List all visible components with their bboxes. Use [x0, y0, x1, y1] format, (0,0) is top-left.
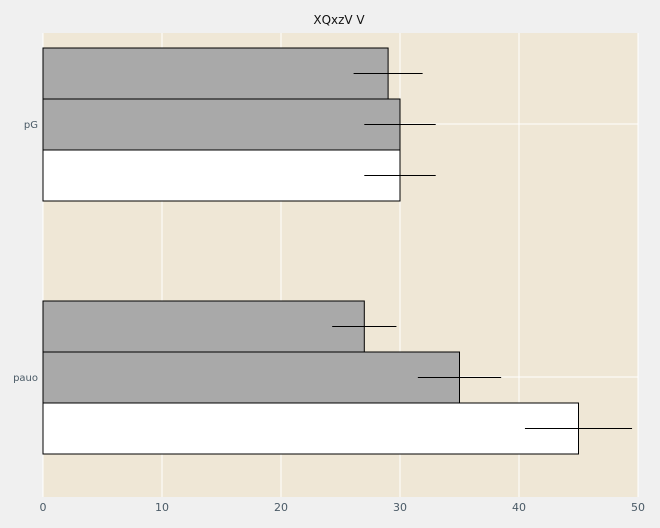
bar [42, 47, 389, 100]
y-tick-label: pauo [13, 373, 38, 384]
error-bars [332, 73, 633, 429]
x-tick-label: 50 [631, 501, 645, 514]
x-tick-label: 40 [512, 501, 526, 514]
bars [42, 47, 579, 455]
y-tick-label: pG [24, 120, 38, 131]
x-tick-label: 30 [393, 501, 407, 514]
x-tick-label: 10 [155, 501, 169, 514]
bar [42, 402, 579, 455]
bar [42, 98, 401, 151]
bar [42, 300, 365, 353]
bar [42, 351, 460, 404]
bar [42, 149, 401, 202]
tick-labels: 0 10 20 30 40 50 pG pauo [13, 120, 645, 514]
x-tick-label: 0 [40, 501, 47, 514]
x-tick-label: 20 [274, 501, 288, 514]
chart-title: XQxzV V [313, 13, 365, 27]
